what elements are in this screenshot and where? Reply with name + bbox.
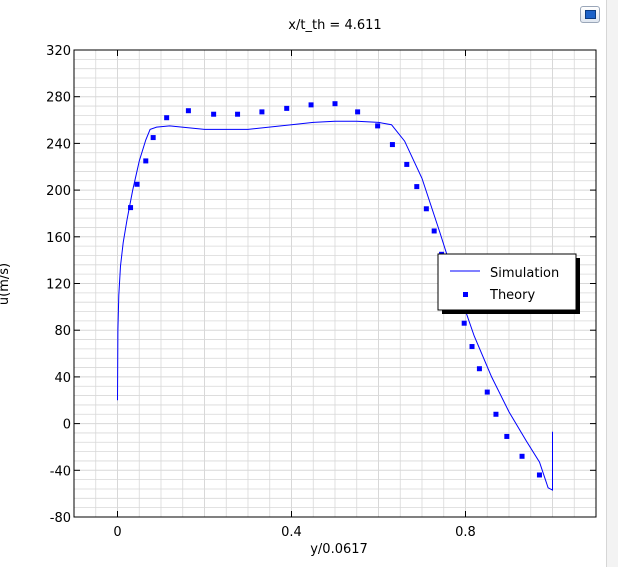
data-point-theory [375,123,381,129]
data-point-theory [185,108,191,114]
legend-box [437,253,577,311]
y-tick-label: 240 [46,137,71,152]
y-tick-label: 80 [54,324,71,339]
y-tick-label: 0 [63,418,71,433]
plot-frame [73,49,597,518]
y-tick-label: 120 [46,278,71,293]
data-point-theory [423,206,429,212]
y-tick-label: 320 [46,44,71,59]
data-point-theory [211,111,217,117]
data-point-theory [150,135,156,141]
data-point-theory [404,161,410,167]
legend-theory-label: Theory [489,288,535,303]
chart-title: x/t_th = 4.611 [288,18,381,33]
y-tick-label: -40 [50,464,71,479]
data-point-theory [128,205,134,211]
data-point-theory [504,433,510,439]
y-tick-label: -80 [50,511,71,526]
data-point-theory [389,142,395,148]
series-line-simulation [117,120,553,491]
data-point-theory [134,181,140,187]
legend-theory-swatch [463,292,468,297]
data-point-theory [332,101,338,107]
y-tick-label: 160 [46,231,71,246]
data-point-theory [469,344,475,350]
y-axis-label: u(m/s) [0,263,12,305]
legend-simulation-label: Simulation [490,266,559,281]
data-point-theory [461,320,467,326]
data-point-theory [355,109,361,115]
y-tick-label: 200 [46,184,71,199]
legend: Simulation Theory [437,253,580,314]
data-point-theory [431,228,437,234]
data-point-theory [308,102,314,108]
data-point-theory [259,109,265,115]
data-point-theory [164,115,170,121]
x-axis-label: y/0.0617 [310,542,368,557]
y-tick-label: 280 [46,91,71,106]
data-point-theory [235,111,241,117]
data-point-theory [476,366,482,372]
x-tick-label: 0.4 [281,525,302,540]
camera-screen-icon[interactable] [580,6,600,23]
data-point-theory [143,158,149,164]
data-point-theory [493,411,499,417]
window-edge-scrollbar [606,0,618,567]
data-point-theory [536,472,542,478]
x-tick-label: 0.8 [455,525,476,540]
axis-ticks: -80 -40 0 40 80 120 160 200 240 280 320 0 0.4 0.8 [46,44,596,540]
data-point-theory [519,453,525,459]
plot-area [117,101,553,491]
x-tick-label: 0 [113,525,121,540]
y-tick-label: 40 [54,371,71,386]
data-point-theory [284,105,290,111]
data-point-theory [484,389,490,395]
data-point-theory [414,184,420,190]
